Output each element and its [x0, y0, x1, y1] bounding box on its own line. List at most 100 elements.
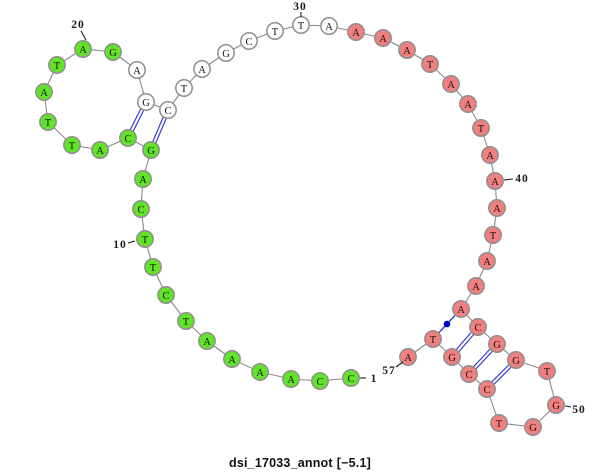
nucleotide-circle: [490, 414, 508, 432]
nucleotide-circle: [144, 258, 162, 276]
nucleotide-circle: [142, 141, 160, 159]
nucleotide-circle: [251, 363, 269, 381]
nucleotide-circle: [35, 83, 53, 101]
nucleotide-circle: [424, 330, 442, 348]
nucleotide-circle: [240, 32, 258, 50]
nucleotide-base-label: G: [493, 340, 501, 351]
nucleotide-circle: [507, 351, 525, 369]
nucleotide-base-label: G: [142, 98, 150, 109]
nucleotide-circle: [198, 332, 216, 350]
nucleotide-base-label: A: [493, 204, 501, 215]
position-tick: [503, 178, 514, 181]
nucleotide-circle: [342, 369, 360, 387]
nucleotide-circle: [452, 300, 470, 318]
nucleotide-base-label: T: [478, 124, 485, 135]
nucleotide-base-label: G: [552, 401, 560, 412]
nucleotide-base-label: A: [133, 66, 141, 77]
nucleotide-circle: [266, 22, 284, 40]
nucleotide-circle: [478, 380, 496, 398]
nucleotide-circle: [136, 230, 154, 248]
nucleotide-circle: [347, 23, 365, 41]
nucleotide-circle: [460, 365, 478, 383]
nucleotide-base-label: A: [203, 337, 211, 348]
nucleotide-circle: [282, 370, 300, 388]
nucleotide-circle: [132, 200, 150, 218]
nucleotide-circle: [311, 372, 329, 390]
nucleotide-circle: [472, 119, 490, 137]
nucleotide-base-label: A: [472, 282, 480, 293]
position-label: 30: [293, 1, 307, 13]
nucleotide-circle: [459, 95, 477, 113]
position-label: 50: [572, 404, 586, 416]
nucleotide-base-label: T: [430, 335, 437, 346]
position-tick: [127, 240, 136, 244]
nucleotide-base-label: T: [490, 231, 497, 242]
nucleotide-base-label: A: [228, 355, 236, 366]
nucleotide-base-label: A: [379, 34, 387, 45]
position-label: 20: [71, 19, 85, 31]
nucleotide-base-label: T: [298, 21, 305, 32]
nucleotide-base-label: G: [222, 49, 230, 60]
plot-title-name: dsi_17033_annot: [229, 456, 333, 470]
nucleotide-circle: [467, 277, 485, 295]
nucleotide-base-label: A: [40, 88, 48, 99]
nucleotide-base-label: T: [496, 419, 503, 430]
nucleotide-circle: [177, 312, 195, 330]
position-label: 57: [382, 365, 396, 377]
nucleotide-circle: [48, 56, 66, 74]
nucleotide-base-label: G: [109, 48, 117, 59]
position-label: 1: [371, 373, 378, 385]
nucleotide-base-label: A: [96, 146, 104, 157]
nucleotide-base-label: C: [465, 370, 472, 381]
nucleotide-circle: [442, 75, 460, 93]
nucleotide-base-label: T: [45, 118, 52, 129]
nucleotide-circle: [217, 44, 235, 62]
nucleotide-base-label: A: [139, 175, 147, 186]
nucleotide-circle: [223, 350, 241, 368]
nucleotide-base-label: T: [544, 367, 551, 378]
nucleotide-base-label: A: [256, 368, 264, 379]
nucleotide-base-label: G: [529, 423, 537, 434]
nucleotide-circle: [399, 348, 417, 366]
nucleotide-circle: [104, 43, 122, 61]
nucleotide-base-label: G: [512, 356, 520, 367]
plot-title: dsi_17033_annot [−5.1]: [0, 456, 600, 470]
nucleotide-base-label: T: [183, 317, 190, 328]
nucleotide-circle: [91, 141, 109, 159]
nucleotide-circle: [128, 61, 146, 79]
nucleotide-circle: [469, 318, 487, 336]
nucleotide-base-label: C: [483, 385, 490, 396]
nucleotide-base-label: C: [124, 134, 131, 145]
nucleotide-circle: [421, 55, 439, 73]
nucleotide-circle: [374, 29, 392, 47]
position-tick: [564, 405, 572, 408]
nucleotide-base-label: C: [245, 37, 252, 48]
nucleotide-circle: [481, 146, 499, 164]
nucleotide-circle: [486, 172, 504, 190]
position-tick: [80, 30, 87, 41]
nucleotide-base-label: C: [474, 323, 481, 334]
nucleotide-circle: [488, 335, 506, 353]
nucleotide-circle: [74, 40, 92, 58]
nucleotide-circle: [157, 286, 175, 304]
nucleotide-base-label: T: [69, 141, 76, 152]
nucleotide-circle: [478, 252, 496, 270]
nucleotide-base-label: C: [347, 374, 354, 385]
nucleotide-circle: [159, 101, 177, 119]
nucleotide-base-label: G: [147, 146, 155, 157]
nucleotide-base-label: C: [162, 291, 169, 302]
nucleotide-base-label: A: [404, 353, 412, 364]
nucleotide-circle: [524, 418, 542, 436]
nucleotide-circle: [137, 93, 155, 111]
nucleotide-base-label: C: [164, 106, 171, 117]
nucleotide-base-label: T: [150, 263, 157, 274]
nucleotide-circle: [39, 113, 57, 131]
nucleotide-base-label: A: [325, 22, 333, 33]
nucleotide-base-label: C: [137, 205, 144, 216]
nucleotide-base-label: T: [181, 84, 188, 95]
nucleotide-base-label: G: [448, 353, 456, 364]
base-pair-dot: [443, 320, 451, 328]
nucleotide-circle: [538, 362, 556, 380]
